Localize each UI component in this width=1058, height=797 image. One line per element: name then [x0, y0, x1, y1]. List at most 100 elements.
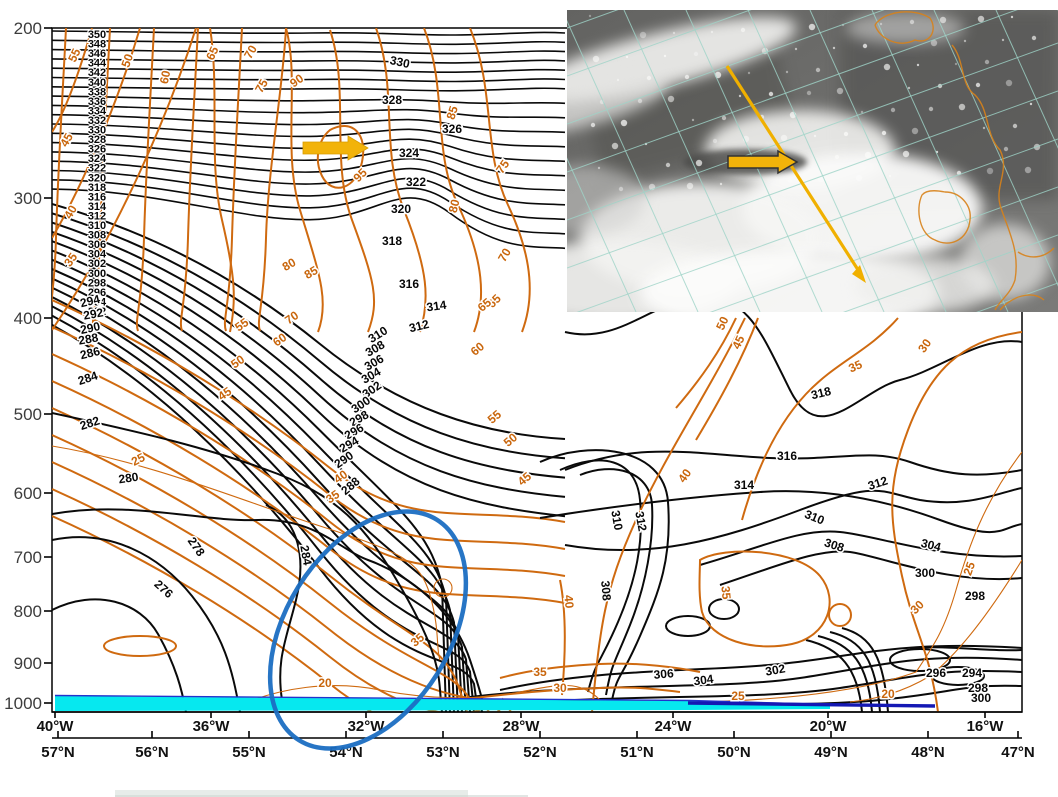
cloud-speckle [975, 82, 981, 88]
theta-label: 340 [88, 77, 106, 89]
theta-label: 314 [88, 201, 107, 213]
cloud-speckle [834, 154, 840, 160]
theta-label: 302 [764, 661, 786, 678]
latitude-tick-label: 55°N [232, 744, 266, 761]
cloud-speckle [785, 70, 789, 74]
cloud-speckle [815, 67, 821, 73]
cloud-speckle [954, 62, 958, 66]
longitude-tick-label: 32°W [348, 718, 386, 735]
theta-label: 330 [88, 125, 106, 137]
cloud-speckle [881, 130, 887, 136]
isotach-label: 20 [318, 676, 332, 690]
graticule-line [567, 331, 1058, 508]
theta-label: 310 [88, 220, 106, 232]
graticule [567, 10, 1058, 508]
cloud-speckle [780, 134, 788, 142]
cross-section-arrowhead [852, 265, 866, 283]
cloud-speckle [691, 118, 695, 122]
longitude-tick-label: 20°W [810, 718, 848, 735]
cloud-speckle [958, 103, 966, 111]
isotach-label: 25 [960, 560, 978, 578]
cloud-speckle [712, 138, 718, 144]
isotach-label: 50 [228, 352, 247, 371]
graticule-line [576, 138, 1058, 312]
isotach-label: 90 [287, 71, 306, 90]
black-contours-generated [52, 30, 566, 712]
theta-label: 300 [915, 566, 935, 580]
isotach-label: 70 [241, 42, 260, 61]
isotach-label: 45 [215, 384, 234, 403]
cloud-speckle [879, 22, 883, 26]
cloud-speckle [1001, 38, 1005, 42]
theta-label: 316 [88, 191, 106, 203]
latitude-tick-label: 49°N [814, 744, 848, 761]
theta-label: 318 [382, 234, 402, 248]
cloud-speckle [719, 182, 723, 186]
theta-label: 312 [866, 473, 890, 493]
graticule-line [567, 19, 699, 312]
pressure-tick-label: 900 [14, 654, 42, 673]
cloud-field [567, 12, 1050, 312]
cloud-speckle [907, 86, 911, 90]
theta-label: 308 [598, 580, 614, 601]
cloud-speckle [684, 74, 690, 80]
cloud-speckle [646, 75, 652, 81]
isotach-label: 40 [675, 466, 694, 485]
coastline-ireland [918, 190, 971, 244]
isotach-label: 70 [282, 308, 301, 327]
theta-label: 280 [118, 470, 140, 487]
cloud-speckle [672, 31, 676, 35]
pressure-tick-label: 400 [14, 309, 42, 328]
cloud-speckle [721, 115, 727, 121]
theta-label: 314 [734, 478, 754, 492]
theta-label: 310 [608, 509, 625, 531]
theta-label: 334 [88, 105, 107, 117]
cloud-speckle [930, 39, 938, 47]
longitude-tick-label: 16°W [967, 718, 1005, 735]
isotach-label: 65 [203, 44, 221, 62]
theta-label: 316 [777, 449, 797, 463]
cloud-speckle [616, 78, 620, 82]
theta-label: 306 [653, 666, 674, 682]
theta-label: 304 [693, 672, 715, 689]
longitude-tick-label: 28°W [503, 718, 541, 735]
longitude-tick-label: 36°W [193, 718, 231, 735]
cloud-speckle [836, 87, 844, 95]
cloud-speckle [888, 174, 892, 178]
isotach-label: 35 [61, 250, 80, 269]
pressure-tick-label: 200 [14, 19, 42, 38]
theta-label: 326 [88, 144, 106, 156]
cloud-speckle [832, 46, 836, 50]
theta-label: 350 [88, 29, 106, 41]
isotach-label: 20 [881, 687, 895, 701]
cloud-speckle [1031, 35, 1037, 41]
theta-label: 336 [88, 96, 106, 108]
dark-slot-region [582, 47, 798, 183]
cloud-speckle [864, 151, 872, 159]
latitude-tick-label: 53°N [426, 744, 460, 761]
theta-label: 284 [76, 368, 100, 388]
cloud-speckle [625, 55, 629, 59]
theta-label: 338 [88, 86, 106, 98]
theta-label: 304 [920, 536, 943, 555]
theta-label: 342 [88, 67, 106, 79]
satellite-inset [567, 10, 1058, 508]
cloud-speckle [710, 30, 714, 34]
theta-label: 296 [88, 287, 106, 299]
theta-label: 292 [82, 305, 104, 322]
cloud-speckle [740, 27, 746, 33]
cloud-speckle [665, 162, 671, 168]
cloud-speckle [1012, 123, 1018, 129]
isotach-label: 40 [561, 594, 576, 609]
theta-label: 306 [88, 239, 106, 251]
theta-label: 328 [382, 93, 402, 107]
coastline-britain [951, 44, 1017, 311]
cloud-speckle [902, 150, 910, 158]
isotach-label: 60 [270, 330, 289, 349]
cloud-speckle [695, 159, 703, 167]
cloud-speckle [590, 122, 596, 128]
coastline-iceland [874, 11, 934, 44]
isotach-label: 60 [157, 69, 174, 85]
